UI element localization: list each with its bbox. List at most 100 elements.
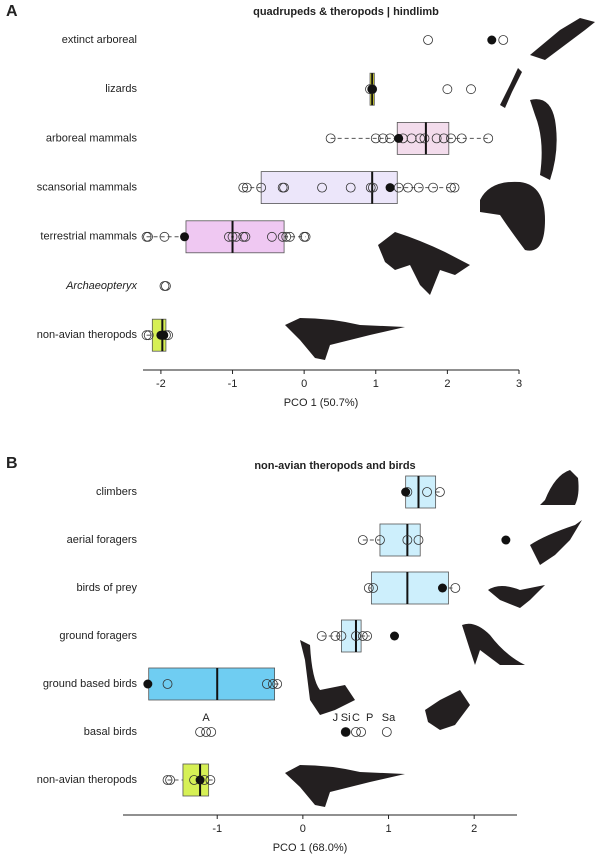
point-open bbox=[300, 231, 311, 242]
point-open bbox=[431, 133, 442, 144]
box bbox=[370, 571, 449, 605]
point-open bbox=[362, 631, 373, 641]
point-open bbox=[498, 35, 509, 45]
point-open bbox=[483, 133, 494, 144]
point-filled bbox=[501, 535, 511, 545]
point-open bbox=[206, 727, 217, 737]
point-open bbox=[403, 182, 413, 193]
category-label: climbers bbox=[96, 486, 137, 498]
panel-label: A bbox=[6, 3, 18, 20]
point-open bbox=[357, 631, 368, 641]
point-open bbox=[357, 535, 368, 545]
point-annotation: A bbox=[202, 712, 210, 724]
point-filled bbox=[367, 84, 377, 94]
category-label: birds of prey bbox=[76, 582, 137, 594]
point-open bbox=[356, 727, 367, 737]
point-filled bbox=[401, 487, 411, 497]
x-tick-label: 0 bbox=[301, 378, 307, 390]
point-filled bbox=[180, 232, 190, 242]
point-open bbox=[238, 182, 249, 193]
point-open bbox=[378, 133, 388, 144]
point-open bbox=[277, 231, 288, 242]
point-open bbox=[449, 182, 460, 193]
point-open bbox=[162, 775, 173, 785]
point-open bbox=[224, 231, 234, 242]
point-open bbox=[368, 583, 379, 593]
silhouettes bbox=[285, 18, 595, 807]
point-open bbox=[205, 775, 216, 785]
point-annotation: P bbox=[366, 712, 373, 724]
chart-title: quadrupeds & theropods | hindlimb bbox=[253, 6, 439, 18]
point-open bbox=[256, 182, 267, 193]
point-open bbox=[325, 133, 336, 144]
point-open bbox=[466, 84, 476, 95]
x-tick-label: -1 bbox=[228, 378, 238, 390]
point-filled bbox=[195, 775, 205, 785]
category-label: ground foragers bbox=[59, 630, 137, 642]
point-open bbox=[162, 679, 173, 689]
point-open bbox=[159, 231, 170, 242]
point-open bbox=[281, 231, 292, 242]
point-open bbox=[415, 133, 426, 144]
point-open bbox=[143, 330, 154, 341]
category-label: aerial foragers bbox=[67, 534, 138, 546]
point-open bbox=[161, 281, 171, 291]
point-annotation: Si bbox=[341, 712, 351, 724]
point-open bbox=[446, 133, 456, 144]
box bbox=[185, 220, 285, 254]
point-open bbox=[238, 231, 249, 242]
category-label: extinct arboreal bbox=[62, 34, 137, 46]
point-open bbox=[456, 133, 467, 144]
point-open bbox=[413, 535, 424, 545]
point-filled bbox=[341, 727, 351, 737]
point-open bbox=[345, 182, 356, 193]
category-label: non-avian theropods bbox=[37, 774, 138, 786]
point-open bbox=[363, 583, 374, 593]
point-open bbox=[272, 679, 283, 689]
x-tick-label: -1 bbox=[212, 823, 222, 835]
point-open bbox=[435, 487, 445, 497]
point-filled bbox=[159, 330, 169, 340]
point-open bbox=[406, 133, 417, 144]
x-axis-label: PCO 1 (68.0%) bbox=[273, 842, 348, 854]
point-open bbox=[423, 35, 433, 45]
point-open bbox=[317, 182, 327, 193]
category-label: scansorial mammals bbox=[37, 182, 138, 194]
point-open bbox=[442, 84, 453, 95]
point-open bbox=[446, 182, 456, 193]
point-filled bbox=[394, 133, 404, 143]
x-tick-label: -2 bbox=[156, 378, 166, 390]
point-open bbox=[351, 727, 361, 737]
box bbox=[396, 122, 450, 155]
point-open bbox=[402, 535, 413, 545]
point-open bbox=[375, 535, 385, 545]
x-tick-label: 2 bbox=[444, 378, 450, 390]
point-open bbox=[367, 182, 378, 193]
point-open bbox=[438, 133, 449, 144]
point-open bbox=[419, 133, 430, 144]
point-annotation: C bbox=[352, 712, 360, 724]
x-tick-label: 3 bbox=[516, 378, 522, 390]
point-open bbox=[241, 182, 252, 193]
category-label: terrestrial mammals bbox=[40, 231, 137, 243]
point-open bbox=[351, 631, 361, 641]
point-open bbox=[279, 182, 289, 193]
point-open bbox=[450, 583, 461, 593]
category-label: Archaeopteryx bbox=[65, 280, 137, 292]
point-open bbox=[330, 631, 341, 641]
panel-label: B bbox=[6, 455, 18, 472]
point-open bbox=[261, 679, 272, 689]
x-axis-label: PCO 1 (50.7%) bbox=[284, 397, 359, 409]
point-open bbox=[413, 182, 424, 193]
point-open bbox=[201, 727, 211, 737]
point-filled bbox=[385, 183, 395, 193]
point-filled bbox=[487, 35, 497, 45]
category-label: non-avian theropods bbox=[37, 329, 138, 341]
box bbox=[148, 667, 276, 701]
point-open bbox=[428, 182, 438, 193]
point-annotation: J bbox=[333, 712, 339, 724]
box bbox=[260, 171, 398, 205]
category-label: ground based birds bbox=[43, 678, 138, 690]
point-open bbox=[227, 231, 238, 242]
